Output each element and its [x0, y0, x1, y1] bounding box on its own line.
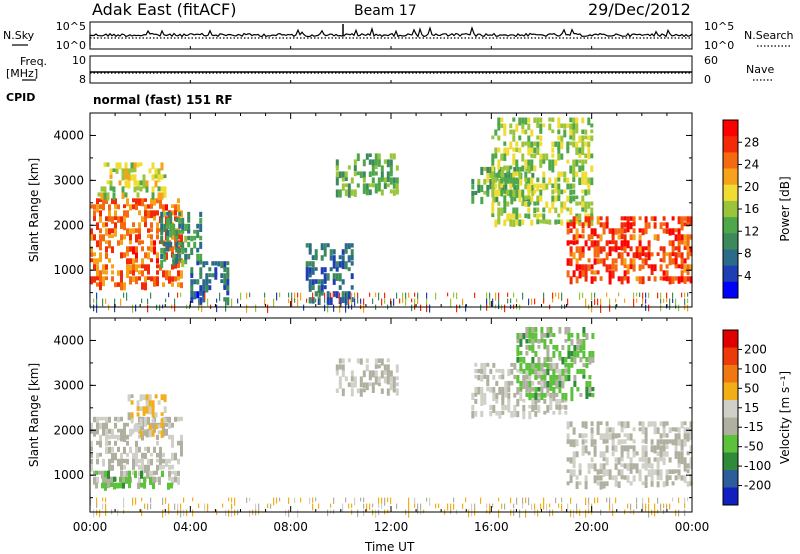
- date-title: 29/Dec/2012: [588, 0, 691, 19]
- freq-unit-label: [MHz]: [6, 67, 39, 80]
- velocity-cbar-tick-1: 100: [744, 362, 767, 376]
- velocity-y-tick-2000: 2000: [53, 423, 84, 437]
- power-y-tick-3000: 3000: [53, 173, 84, 187]
- power-cbar-tick-0: 28: [744, 135, 759, 149]
- power-cbar-label: Power [dB]: [778, 176, 792, 241]
- nave-label: Nave: [746, 63, 775, 76]
- noise-tick-right-top: 10^5: [704, 20, 734, 33]
- power-y-axis-label: Slant Range [km]: [27, 158, 41, 262]
- colorbars: 28 24 20 16 12 8 4 Power [dB] 200 100 50 15 -15 -50 -1…: [722, 119, 792, 506]
- noise-tick-right-bottom: 10^0: [704, 39, 734, 52]
- power-y-tick-1000: 1000: [53, 263, 84, 277]
- freq-label: Freq.: [20, 55, 48, 68]
- x-tick-0: 00:00: [73, 520, 108, 534]
- noise-tick-left-top: 10^5: [56, 20, 86, 33]
- velocity-cbar-tick-2: 50: [744, 381, 759, 395]
- station-title: Adak East (fitACF): [92, 0, 237, 19]
- power-cbar-tick-4: 12: [744, 224, 759, 238]
- x-tick-4: 16:00: [474, 520, 509, 534]
- power-cbar-tick-6: 4: [744, 269, 752, 283]
- freq-tick-bottom: 8: [79, 73, 86, 86]
- x-tick-3: 12:00: [374, 520, 409, 534]
- freq-panel: 10 8 60 0: [22, 54, 773, 86]
- cpid-text: normal (fast) 151 RF: [93, 93, 233, 107]
- noise-tick-left-bottom: 10^0: [56, 39, 86, 52]
- velocity-cbar-tick-4: -15: [744, 420, 764, 434]
- noise-sky-label: N.Sky: [3, 29, 35, 42]
- velocity-y-tick-4000: 4000: [53, 333, 84, 347]
- x-tick-2: 08:00: [273, 520, 308, 534]
- power-cbar-tick-1: 24: [744, 158, 759, 172]
- power-cbar-tick-3: 16: [744, 202, 759, 216]
- velocity-panel: 4000 3000 2000 1000 Slant Range [km]: [27, 317, 693, 518]
- power-y-tick-2000: 2000: [53, 218, 84, 232]
- x-tick-6: 00:00: [675, 520, 710, 534]
- nave-tick-bottom: 0: [704, 73, 711, 86]
- velocity-cbar-tick-5: -50: [744, 440, 764, 454]
- velocity-y-tick-3000: 3000: [53, 378, 84, 392]
- velocity-cbar-tick-6: -100: [744, 459, 771, 473]
- velocity-cbar-tick-3: 15: [744, 401, 759, 415]
- cpid-label: CPID: [6, 91, 36, 104]
- velocity-cbar-tick-0: 200: [744, 342, 767, 356]
- x-tick-1: 04:00: [173, 520, 208, 534]
- x-axis-label: Time UT: [365, 540, 415, 554]
- axes: 00:00 04:00 08:00 12:00 16:00 20:00 00:00: [73, 520, 710, 534]
- velocity-cbar-label: Velocity [m s⁻¹]: [778, 371, 792, 464]
- power-cbar-tick-5: 8: [744, 247, 752, 261]
- noise-sky-series: [89, 26, 693, 46]
- power-cbar-tick-2: 20: [744, 180, 759, 194]
- noise-panel: 10^5 10^0 10^5 10^0: [12, 20, 791, 52]
- velocity-y-tick-1000: 1000: [53, 468, 84, 482]
- velocity-y-axis-label: Slant Range [km]: [27, 363, 41, 467]
- beam-title: Beam 17: [354, 3, 417, 19]
- power-y-tick-4000: 4000: [53, 128, 84, 142]
- freq-tick-top: 10: [72, 54, 86, 67]
- x-tick-5: 20:00: [574, 520, 609, 534]
- power-panel: 4000 3000 2000 1000 Slant Range [km]: [27, 112, 693, 313]
- nave-tick-top: 60: [704, 54, 718, 67]
- noise-search-label: N.Search: [744, 29, 794, 42]
- velocity-cbar-tick-7: -200: [744, 479, 771, 493]
